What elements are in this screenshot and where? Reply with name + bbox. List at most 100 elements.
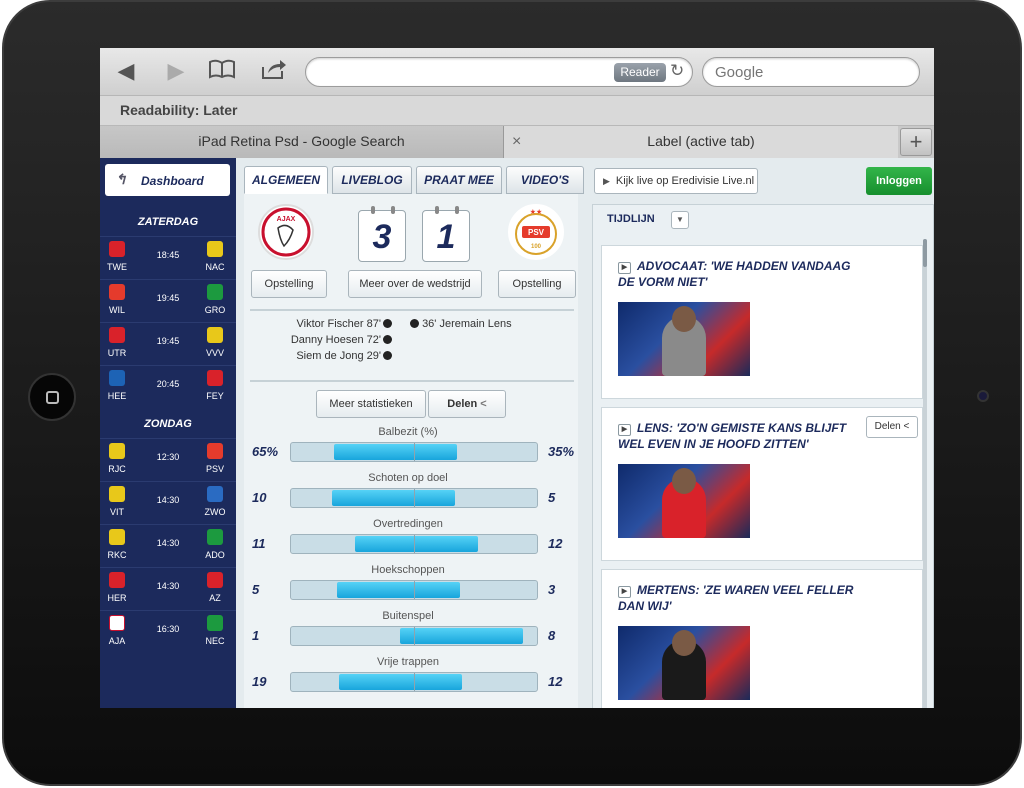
dashboard-button[interactable]: ↰ Dashboard xyxy=(105,164,230,196)
match-row[interactable]: RJC PSV 12:30 xyxy=(100,438,236,481)
card-title[interactable]: ▶ MERTENS: 'ZE WAREN VEEL FELLER DAN WIJ' xyxy=(618,583,854,613)
play-icon: ▶ xyxy=(603,176,610,186)
club-badge-icon xyxy=(109,370,125,386)
watch-live-button[interactable]: ▶ Kijk live op Eredivisie Live.nl xyxy=(594,168,758,194)
tab-videos[interactable]: VIDEO'S xyxy=(506,166,584,194)
club-abbr: RJC xyxy=(108,464,126,474)
tab-google-search[interactable]: iPad Retina Psd - Google Search xyxy=(100,126,504,158)
browser-tabs: iPad Retina Psd - Google Search Label (a… xyxy=(100,126,934,158)
home-score: 3 xyxy=(358,206,406,262)
tab-algemeen[interactable]: ALGEMEEN xyxy=(244,166,328,194)
match-info-button[interactable]: Meer over de wedstrijd xyxy=(348,270,482,298)
match-row[interactable]: AJA NEC 16:30 xyxy=(100,610,236,653)
home-button[interactable] xyxy=(28,373,76,421)
stat-away-value: 35% xyxy=(548,444,575,459)
match-row[interactable]: WIL GRO 19:45 xyxy=(100,279,236,322)
club-badge-icon xyxy=(109,284,125,300)
svg-text:PSV: PSV xyxy=(528,228,545,237)
timeline-card[interactable]: ▶ LENS: 'ZO'N GEMISTE KANS BLIJFT WEL EVE… xyxy=(601,407,923,561)
share-icon[interactable] xyxy=(260,58,288,84)
timeline-scrollbar[interactable] xyxy=(923,239,927,708)
match-tabs: ALGEMEEN LIVEBLOG PRAAT MEE VIDEO'S xyxy=(244,166,584,194)
club-abbr: HEE xyxy=(107,391,127,401)
bookmarks-icon[interactable] xyxy=(208,58,236,84)
away-club: GRO xyxy=(200,284,230,315)
club-abbr: WIL xyxy=(108,305,125,315)
match-row[interactable]: HER AZ 14:30 xyxy=(100,567,236,610)
reload-icon[interactable]: ↻ xyxy=(670,61,685,80)
timeline: TIJDLIJN ▼ ▶ ADVOCAAT: 'WE HADDEN VANDAAG… xyxy=(592,204,934,708)
stat-away-value: 12 xyxy=(548,674,563,689)
club-abbr: RKC xyxy=(107,550,127,560)
card-title[interactable]: ▶ LENS: 'ZO'N GEMISTE KANS BLIJFT WEL EVE… xyxy=(618,421,847,451)
new-tab-button[interactable]: + xyxy=(900,128,932,156)
home-club: AJA xyxy=(102,615,132,646)
more-stats-button[interactable]: Meer statistieken xyxy=(316,390,426,418)
home-club: RJC xyxy=(102,443,132,474)
search-input[interactable] xyxy=(715,64,905,81)
stat-bar-fill xyxy=(334,444,458,460)
search-bar[interactable] xyxy=(702,57,920,87)
stat-label: Hoekschoppen xyxy=(371,564,445,576)
match-sidebar: ↰ Dashboard ZATERDAG TWE NAC 18:45 WIL GRO 19:… xyxy=(100,158,236,708)
login-button[interactable]: Inloggen xyxy=(866,167,932,195)
stat-home-value: 65% xyxy=(252,444,279,459)
away-club: PSV xyxy=(200,443,230,474)
bookmark-readability[interactable]: Readability: Later xyxy=(120,102,238,118)
video-thumbnail[interactable] xyxy=(618,626,750,700)
club-badge-icon xyxy=(109,572,125,588)
stat-bar xyxy=(290,442,538,462)
club-badge-icon xyxy=(207,486,223,502)
club-abbr: AJA xyxy=(108,636,126,646)
home-club: RKC xyxy=(102,529,132,560)
club-abbr: VIT xyxy=(109,507,124,517)
stat-home-value: 11 xyxy=(252,536,266,551)
tab-active[interactable]: Label (active tab) xyxy=(504,126,898,158)
stat-home-value: 10 xyxy=(252,490,267,505)
match-row[interactable]: VIT ZWO 14:30 xyxy=(100,481,236,524)
back-icon[interactable]: ◀ xyxy=(117,58,135,83)
timeline-dropdown[interactable]: ▼ xyxy=(671,211,689,229)
match-row[interactable]: UTR VVV 19:45 xyxy=(100,322,236,365)
match-time: 20:45 xyxy=(156,379,180,389)
camera xyxy=(977,390,989,402)
stat-bar xyxy=(290,672,538,692)
forward-icon[interactable]: ▶ xyxy=(167,58,185,83)
tab-liveblog[interactable]: LIVEBLOG xyxy=(332,166,412,194)
club-abbr: UTR xyxy=(107,348,127,358)
match-row[interactable]: RKC ADO 14:30 xyxy=(100,524,236,567)
club-badge-icon xyxy=(109,615,125,631)
share-stats-button[interactable]: Delen < xyxy=(428,390,506,418)
stat-away-value: 3 xyxy=(548,582,556,597)
stat-label: Balbezit (%) xyxy=(378,426,438,438)
match-row[interactable]: TWE NAC 18:45 xyxy=(100,236,236,279)
timeline-card[interactable]: ▶ ADVOCAAT: 'WE HADDEN VANDAAG DE VORM NI… xyxy=(601,245,923,399)
home-lineup-button[interactable]: Opstelling xyxy=(251,270,327,298)
timeline-card[interactable]: ▶ MERTENS: 'ZE WAREN VEEL FELLER DAN WIJ' xyxy=(601,569,923,708)
divider xyxy=(250,380,574,382)
play-icon: ▶ xyxy=(618,586,631,598)
home-scorer: Viktor Fischer 87' xyxy=(297,318,392,330)
ball-icon xyxy=(383,335,392,344)
card-title[interactable]: ▶ ADVOCAAT: 'WE HADDEN VANDAAG DE VORM NI… xyxy=(618,259,851,289)
video-thumbnail[interactable] xyxy=(618,302,750,376)
svg-text:★★: ★★ xyxy=(530,208,543,216)
tab-praat-mee[interactable]: PRAAT MEE xyxy=(416,166,502,194)
tab-close-icon[interactable]: × xyxy=(512,133,522,150)
video-thumbnail[interactable] xyxy=(618,464,750,538)
share-button[interactable]: Delen < xyxy=(866,416,918,438)
away-club: VVV xyxy=(200,327,230,358)
away-lineup-button[interactable]: Opstelling xyxy=(498,270,576,298)
stat-label: Schoten op doel xyxy=(368,472,448,484)
club-abbr: NEC xyxy=(205,636,225,646)
home-club: HER xyxy=(102,572,132,603)
url-bar[interactable]: Reader ↻ xyxy=(305,57,693,87)
stat-bar-fill xyxy=(331,490,455,506)
match-row[interactable]: HEE FEY 20:45 xyxy=(100,365,236,408)
stat-bar-fill xyxy=(400,628,524,644)
share-icon: < xyxy=(480,398,487,410)
reader-button[interactable]: Reader xyxy=(614,63,666,82)
svg-text:AJAX: AJAX xyxy=(277,216,296,223)
club-badge-icon xyxy=(207,572,223,588)
club-abbr: HER xyxy=(107,593,127,603)
